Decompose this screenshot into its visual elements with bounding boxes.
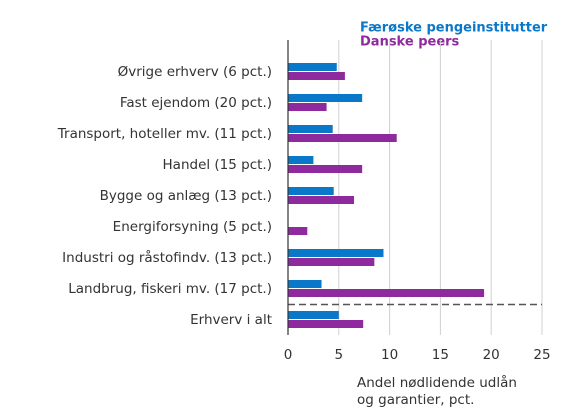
y-tick-label: Landbrug, fiskeri mv. (17 pct.)	[68, 281, 272, 297]
y-tick-label: Transport, hoteller mv. (11 pct.)	[57, 126, 272, 142]
bar	[288, 94, 363, 102]
bar	[288, 72, 345, 80]
bar	[288, 289, 485, 297]
y-tick-label: Erhverv i alt	[190, 312, 272, 328]
bar	[288, 196, 355, 204]
bar	[288, 63, 337, 71]
x-tick-label: 15	[432, 347, 449, 363]
bar	[288, 165, 363, 173]
bar	[288, 280, 322, 288]
y-tick-label: Industri og råstofindv. (13 pct.)	[62, 249, 272, 266]
x-tick-label: 25	[533, 347, 550, 363]
bar	[288, 320, 364, 328]
x-tick-label: 20	[483, 347, 500, 363]
bar	[288, 249, 384, 257]
y-tick-label: Fast ejendom (20 pct.)	[120, 95, 272, 111]
x-axis-label: Andel nødlidende udlån	[357, 374, 517, 391]
bar	[288, 187, 334, 195]
bar	[288, 134, 397, 142]
x-tick-label: 5	[335, 347, 344, 363]
y-tick-label: Handel (15 pct.)	[163, 157, 272, 173]
bar	[288, 156, 314, 164]
y-tick-label: Øvrige erhverv (6 pct.)	[118, 64, 272, 80]
x-tick-label: 10	[381, 347, 398, 363]
bar	[288, 227, 308, 235]
bar	[288, 258, 375, 266]
bar	[288, 125, 333, 133]
legend-entry: Færøske pengeinstitutter	[360, 21, 548, 36]
bar	[288, 103, 327, 111]
y-tick-label: Bygge og anlæg (13 pct.)	[100, 188, 272, 204]
x-axis-label: og garantier, pct.	[357, 392, 474, 408]
y-tick-label: Energiforsyning (5 pct.)	[113, 219, 272, 235]
bar	[288, 311, 339, 319]
legend-entry: Danske peers	[360, 35, 460, 50]
x-tick-label: 0	[284, 347, 293, 363]
